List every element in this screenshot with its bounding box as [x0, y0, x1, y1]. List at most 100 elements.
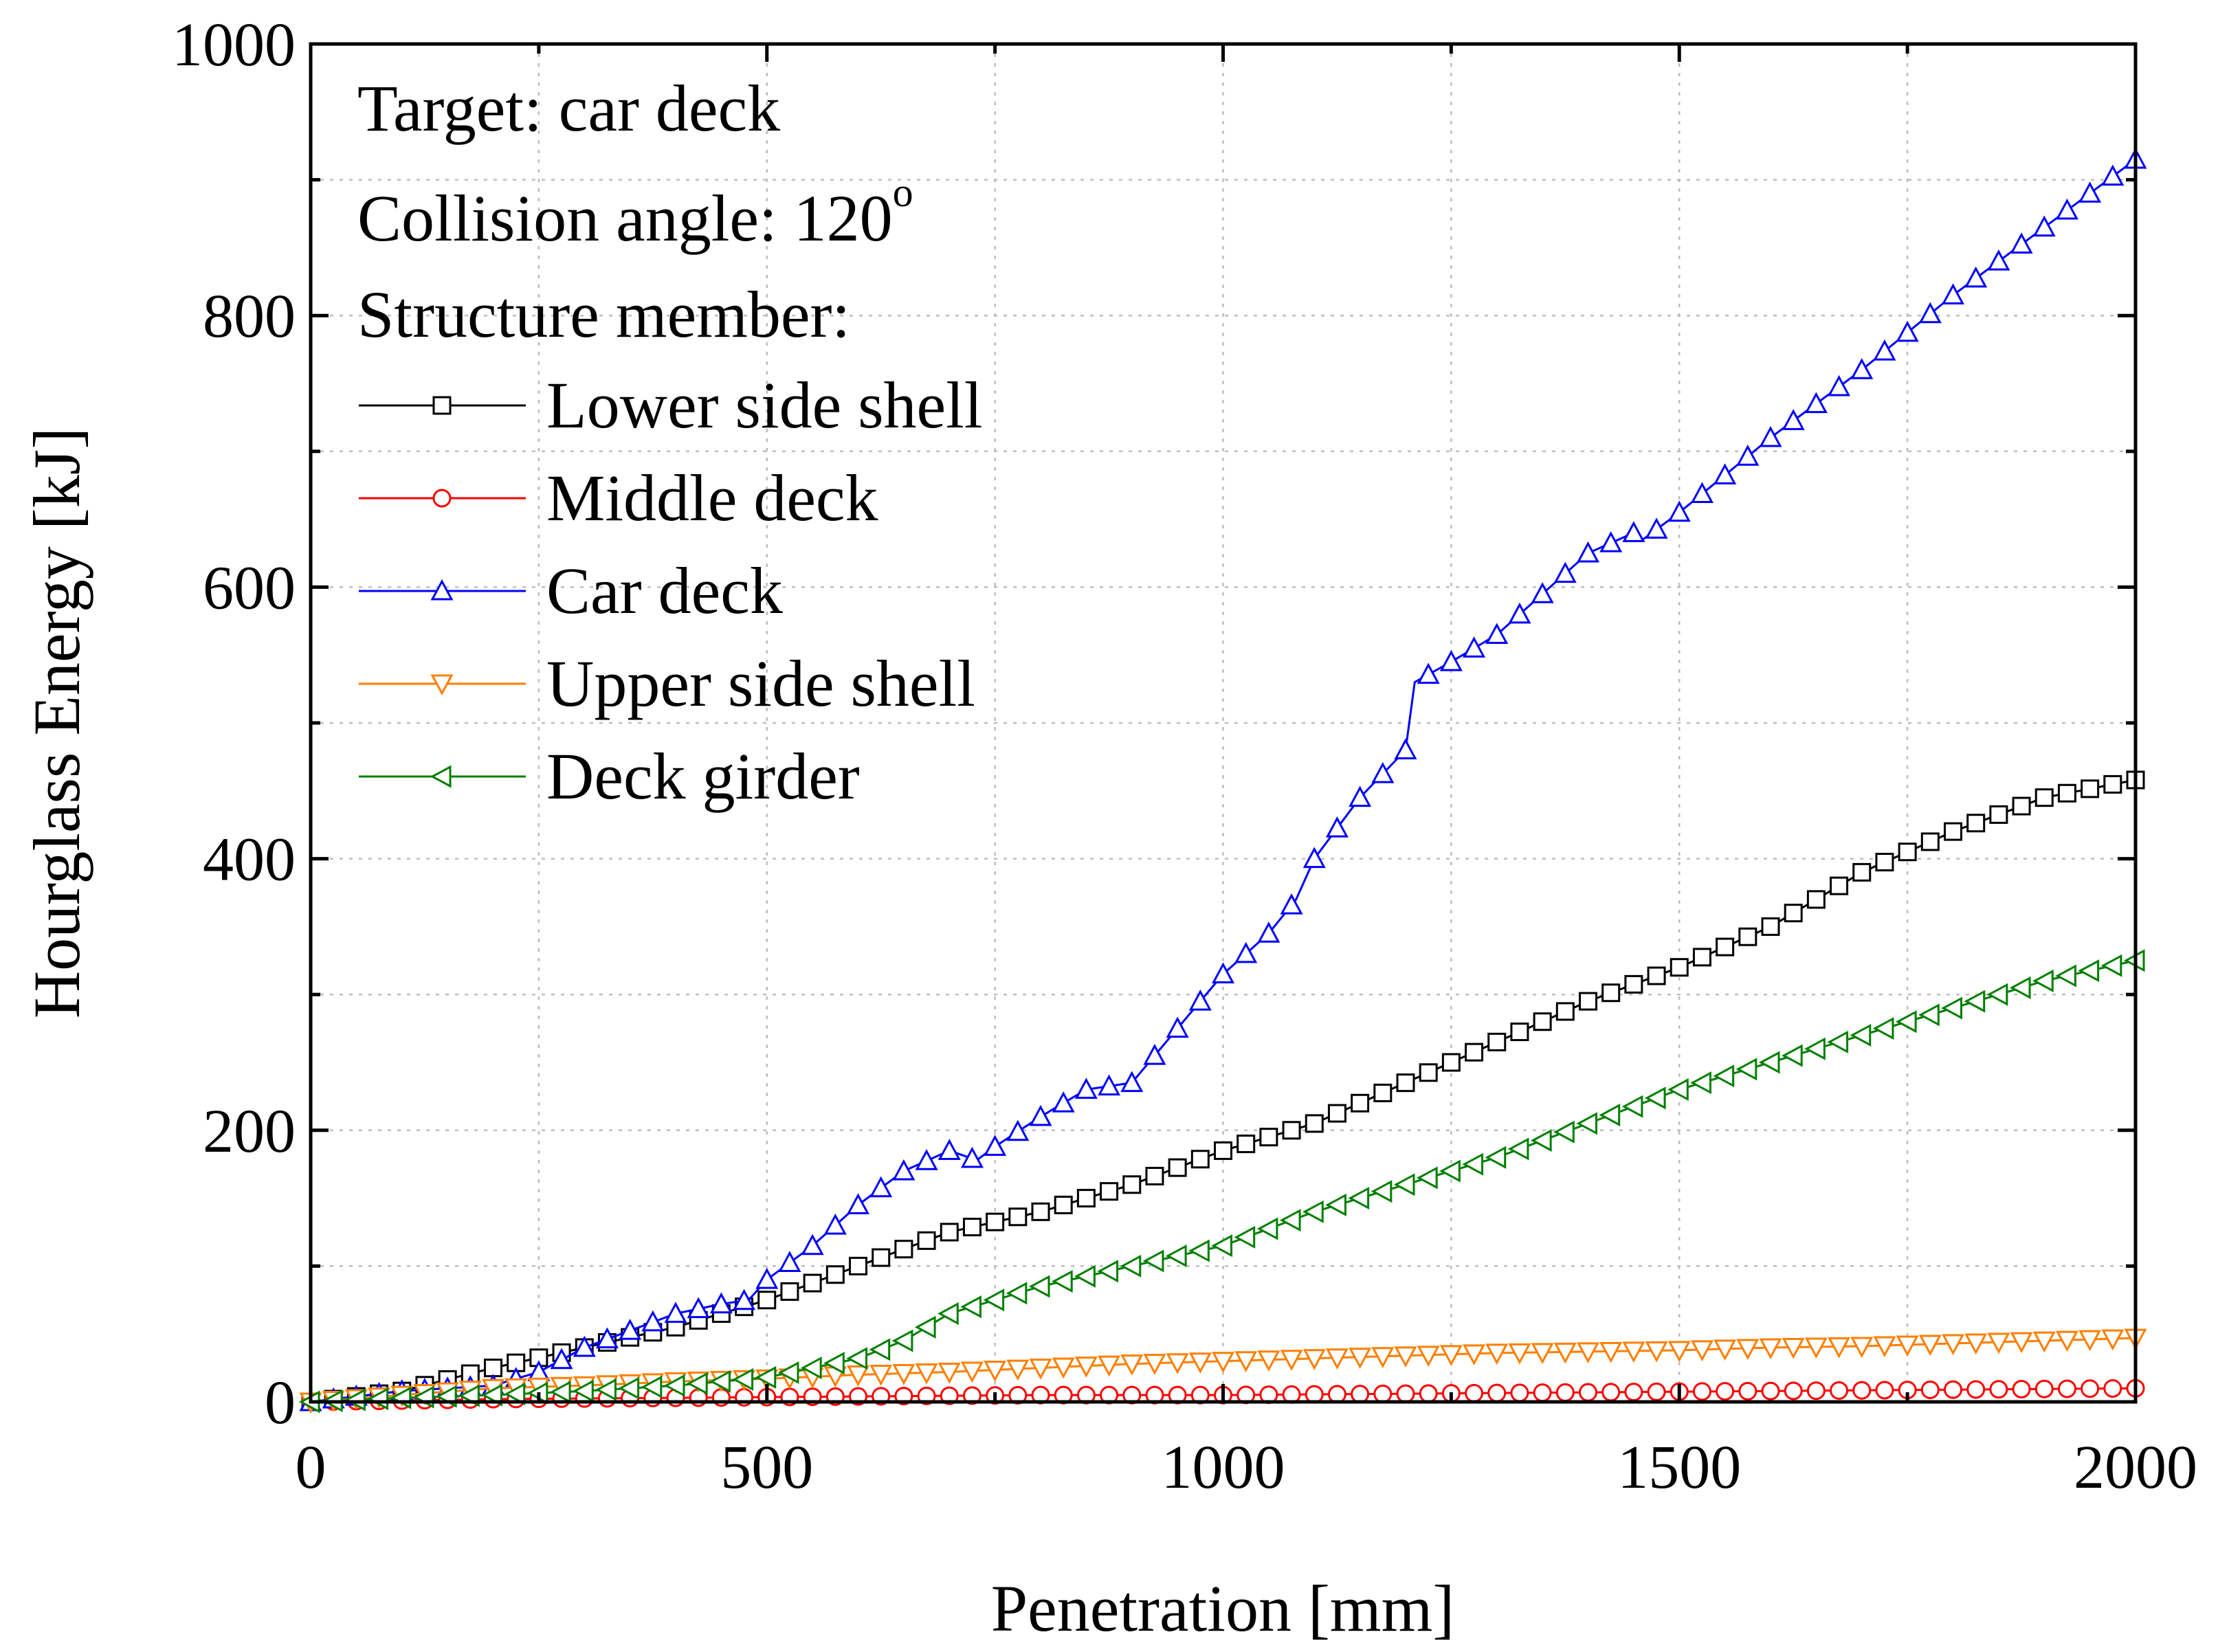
data-point-upper-side-shell	[1257, 1350, 1280, 1372]
data-point-lower-side-shell	[780, 1282, 799, 1301]
data-point-car-deck	[2055, 198, 2078, 220]
data-point-upper-side-shell	[2101, 1329, 2125, 1351]
data-point-middle-deck	[1533, 1383, 1552, 1403]
data-point-upper-side-shell	[2078, 1330, 2102, 1352]
data-point-upper-side-shell	[1120, 1354, 1144, 1376]
data-point-upper-side-shell	[1804, 1337, 1828, 1359]
data-point-car-deck	[892, 1159, 916, 1181]
data-point-deck-girder	[1006, 1282, 1028, 1305]
y-tick-label: 600	[203, 554, 296, 622]
data-point-car-deck	[846, 1193, 870, 1214]
data-point-car-deck	[1918, 302, 1942, 324]
data-point-car-deck	[595, 1327, 619, 1349]
data-point-car-deck	[1439, 649, 1463, 671]
data-point-deck-girder	[1964, 990, 1986, 1013]
data-point-deck-girder	[1507, 1137, 1529, 1161]
data-point-upper-side-shell	[960, 1361, 984, 1383]
data-point-upper-side-shell	[1850, 1337, 1874, 1359]
data-point-lower-side-shell	[1351, 1093, 1370, 1113]
data-point-lower-side-shell	[1214, 1141, 1232, 1160]
data-point-lower-side-shell	[1076, 1189, 1096, 1208]
data-point-car-deck	[1987, 249, 2010, 271]
data-point-car-deck	[755, 1267, 779, 1289]
data-point-lower-side-shell	[1966, 814, 1986, 833]
data-point-upper-side-shell	[938, 1363, 961, 1384]
data-point-middle-deck	[2057, 1379, 2076, 1398]
data-point-car-deck	[1599, 531, 1623, 552]
data-point-deck-girder	[1850, 1023, 1872, 1047]
data-point-upper-side-shell	[1485, 1343, 1509, 1365]
data-point-upper-side-shell	[1759, 1338, 1782, 1360]
axis-ticks: 0 500 1000 1500 2000 0 200 400 600 800 1000	[172, 11, 2197, 1502]
data-point-deck-girder	[618, 1376, 640, 1400]
data-point-middle-deck	[1579, 1383, 1597, 1402]
data-point-middle-deck	[1601, 1383, 1621, 1402]
data-point-lower-side-shell	[1396, 1073, 1415, 1093]
data-point-lower-side-shell	[1944, 822, 1962, 841]
data-point-car-deck	[1257, 922, 1280, 943]
data-point-middle-deck	[1373, 1384, 1393, 1403]
data-point-lower-side-shell	[1647, 966, 1666, 985]
data-point-car-deck	[1485, 623, 1509, 645]
data-point-car-deck	[2101, 164, 2125, 186]
data-point-upper-side-shell	[1987, 1332, 2010, 1354]
data-point-middle-deck	[1624, 1383, 1643, 1402]
data-point-upper-side-shell	[1531, 1343, 1554, 1365]
data-point-lower-side-shell	[1852, 862, 1872, 882]
data-point-middle-deck	[1487, 1383, 1507, 1403]
data-point-deck-girder	[2078, 959, 2100, 983]
data-point-lower-side-shell	[1487, 1032, 1507, 1051]
data-point-upper-side-shell	[1394, 1346, 1417, 1368]
data-point-lower-side-shell	[1510, 1023, 1529, 1042]
data-point-car-deck	[2032, 215, 2056, 237]
data-point-deck-girder	[1371, 1180, 1393, 1203]
data-point-deck-girder	[573, 1379, 594, 1403]
data-point-deck-girder	[709, 1370, 731, 1393]
data-point-lower-side-shell	[1122, 1175, 1142, 1194]
data-point-deck-girder	[1462, 1152, 1484, 1176]
data-point-car-deck	[869, 1176, 893, 1198]
data-point-upper-side-shell	[892, 1364, 916, 1385]
x-tick-label: 500	[720, 1433, 813, 1502]
data-point-deck-girder	[481, 1383, 502, 1407]
data-point-lower-side-shell	[1259, 1128, 1278, 1147]
legend-label-upper-side-shell: Upper side shell	[546, 647, 975, 720]
data-point-middle-deck	[1784, 1381, 1803, 1400]
data-point-lower-side-shell	[1784, 904, 1803, 923]
data-point-lower-side-shell	[2103, 774, 2122, 794]
data-point-lower-side-shell	[849, 1256, 867, 1275]
legend-label-middle-deck: Middle deck	[546, 461, 878, 535]
data-point-car-deck	[1234, 941, 1258, 963]
data-point-car-deck	[1645, 517, 1668, 539]
data-point-deck-girder	[1188, 1239, 1210, 1262]
data-point-upper-side-shell	[1302, 1349, 1326, 1370]
data-point-deck-girder	[1895, 1010, 1917, 1034]
data-point-lower-side-shell	[825, 1265, 845, 1284]
data-point-deck-girder	[823, 1352, 845, 1375]
data-point-car-deck	[619, 1319, 642, 1340]
data-point-deck-girder	[1713, 1064, 1735, 1088]
legend-label-lower-side-shell: Lower side shell	[546, 368, 983, 442]
data-point-middle-deck	[1396, 1384, 1415, 1403]
data-point-car-deck	[823, 1213, 847, 1235]
data-point-lower-side-shell	[1465, 1042, 1484, 1062]
data-point-upper-side-shell	[1553, 1342, 1577, 1364]
data-point-car-deck	[1782, 409, 1805, 430]
data-point-lower-side-shell	[986, 1212, 1005, 1231]
data-point-deck-girder	[1599, 1104, 1621, 1127]
data-point-car-deck	[664, 1302, 687, 1324]
data-point-lower-side-shell	[1920, 832, 1940, 851]
data-point-upper-side-shell	[1188, 1352, 1212, 1374]
data-point-car-deck	[1302, 847, 1326, 869]
data-point-deck-girder	[1758, 1051, 1780, 1074]
data-point-deck-girder	[1142, 1249, 1164, 1273]
data-point-deck-girder	[732, 1368, 754, 1391]
data-point-deck-girder	[1530, 1129, 1552, 1152]
data-point-lower-side-shell	[757, 1291, 777, 1310]
data-point-car-deck	[2078, 181, 2102, 203]
data-point-car-deck	[1052, 1091, 1075, 1113]
data-point-deck-girder	[1120, 1254, 1142, 1277]
data-point-middle-deck	[917, 1386, 936, 1405]
data-point-car-deck	[1896, 320, 1919, 342]
data-point-car-deck	[1074, 1078, 1098, 1100]
